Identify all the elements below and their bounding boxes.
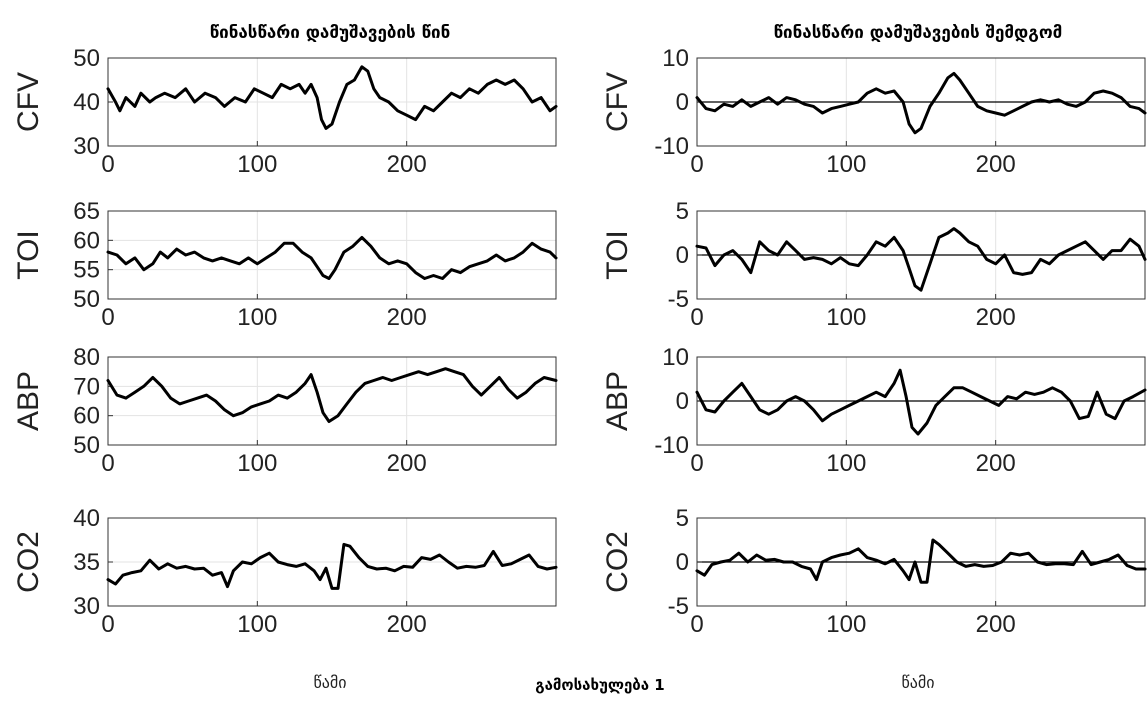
x-tick-label: 0	[101, 304, 114, 331]
y-tick-label: 60	[73, 227, 100, 254]
y-axis-label: TOI	[12, 230, 45, 279]
x-tick-label: 0	[690, 450, 703, 477]
y-tick-label: 50	[73, 45, 100, 72]
y-tick-label: 60	[73, 403, 100, 430]
x-tick-label: 0	[101, 450, 114, 477]
y-axis-label: CFV	[601, 72, 634, 132]
y-tick-label: 55	[73, 257, 100, 284]
x-tick-label: 200	[387, 450, 427, 477]
subplot-left-co2: 0 100 200 30 35 40 CO2	[12, 505, 558, 638]
y-tick-label: 10	[662, 45, 689, 72]
y-tick-label: 35	[73, 549, 100, 576]
y-tick-label: -5	[668, 286, 689, 313]
x-tick-label: 100	[826, 611, 866, 638]
x-tick-label: 100	[826, 450, 866, 477]
series-line	[695, 538, 1147, 584]
y-tick-label: 70	[73, 373, 100, 400]
x-tick-label: 0	[690, 304, 703, 331]
x-tick-label: 200	[976, 450, 1016, 477]
x-tick-label: 0	[101, 151, 114, 178]
axes-box	[107, 210, 557, 300]
x-tick-label: 200	[387, 304, 427, 331]
y-tick-label: 40	[73, 89, 100, 116]
x-tick-label: 200	[976, 304, 1016, 331]
x-tick-label: 200	[976, 611, 1016, 638]
series-line	[695, 368, 1147, 436]
y-tick-label: 30	[73, 133, 100, 160]
y-tick-label: 40	[73, 505, 100, 532]
x-tick-label: 100	[826, 304, 866, 331]
y-tick-label: 5	[676, 198, 689, 225]
series-line	[695, 227, 1147, 292]
y-tick-label: 50	[73, 286, 100, 313]
x-tick-label: 200	[387, 611, 427, 638]
left-x-axis-label: წამი	[313, 673, 346, 692]
x-tick-label: 0	[690, 611, 703, 638]
x-tick-label: 0	[690, 151, 703, 178]
y-axis-label: TOI	[601, 230, 634, 279]
y-tick-label: -10	[654, 432, 689, 459]
series-line	[106, 65, 558, 130]
series-line	[695, 71, 1147, 135]
y-tick-label: 5	[676, 505, 689, 532]
y-tick-label: -10	[654, 133, 689, 160]
x-tick-label: 100	[237, 611, 277, 638]
x-tick-label: 100	[237, 450, 277, 477]
y-tick-label: 0	[676, 242, 689, 269]
y-axis-label: ABP	[601, 371, 634, 431]
y-tick-label: 0	[676, 549, 689, 576]
y-tick-label: 65	[73, 198, 100, 225]
y-axis-label: CFV	[12, 72, 45, 132]
y-tick-label: 0	[676, 89, 689, 116]
y-tick-label: 30	[73, 593, 100, 620]
series-line	[106, 235, 558, 280]
y-tick-label: 50	[73, 432, 100, 459]
right-column-title: წინასწარი დამუშავების შემდგომ	[774, 23, 1063, 43]
series-line	[106, 542, 558, 590]
axes-box	[107, 356, 557, 446]
y-tick-label: 80	[73, 344, 100, 371]
x-tick-label: 200	[387, 151, 427, 178]
y-tick-label: 10	[662, 344, 689, 371]
left-column-title: წინასწარი დამუშავების წინ	[210, 23, 451, 43]
y-tick-label: 0	[676, 388, 689, 415]
right-x-axis-label: წამი	[901, 673, 934, 692]
y-axis-label: CO2	[12, 531, 45, 593]
x-tick-label: 100	[237, 151, 277, 178]
subplot-left-cfv: 0 100 200 30 40 50 CFV	[12, 45, 558, 178]
y-axis-label: ABP	[12, 371, 45, 431]
x-tick-label: 200	[976, 151, 1016, 178]
x-tick-label: 100	[826, 151, 866, 178]
figure-caption: გამოსახულება 1	[535, 676, 664, 694]
x-tick-label: 0	[101, 611, 114, 638]
x-tick-label: 100	[237, 304, 277, 331]
y-axis-label: CO2	[601, 531, 634, 593]
series-line	[106, 367, 558, 423]
y-tick-label: -5	[668, 593, 689, 620]
